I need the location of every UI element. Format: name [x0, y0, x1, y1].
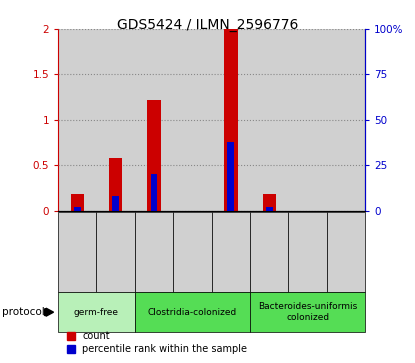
- Bar: [212, 29, 250, 211]
- Bar: [227, 142, 234, 211]
- Bar: [74, 207, 81, 211]
- Bar: [263, 194, 276, 211]
- Text: Bacteroides-uniformis
colonized: Bacteroides-uniformis colonized: [258, 302, 357, 322]
- Bar: [288, 29, 327, 211]
- Bar: [151, 174, 157, 211]
- Bar: [96, 29, 135, 211]
- Bar: [266, 207, 273, 211]
- Text: Clostridia-colonized: Clostridia-colonized: [148, 308, 237, 317]
- Bar: [71, 194, 84, 211]
- Bar: [96, 29, 135, 211]
- Bar: [112, 196, 119, 211]
- Bar: [135, 29, 173, 211]
- Bar: [58, 29, 96, 211]
- Legend: count, percentile rank within the sample: count, percentile rank within the sample: [63, 327, 251, 358]
- Text: protocol: protocol: [2, 307, 45, 317]
- Bar: [173, 29, 212, 211]
- Bar: [135, 29, 173, 211]
- Bar: [58, 29, 96, 211]
- Bar: [327, 29, 365, 211]
- Bar: [212, 29, 250, 211]
- Bar: [173, 29, 212, 211]
- Bar: [250, 29, 288, 211]
- Text: germ-free: germ-free: [74, 308, 119, 317]
- Text: GDS5424 / ILMN_2596776: GDS5424 / ILMN_2596776: [117, 18, 298, 32]
- Bar: [250, 29, 288, 211]
- Bar: [147, 100, 161, 211]
- Bar: [109, 158, 122, 211]
- Bar: [288, 29, 327, 211]
- Bar: [327, 29, 365, 211]
- Bar: [224, 29, 237, 211]
